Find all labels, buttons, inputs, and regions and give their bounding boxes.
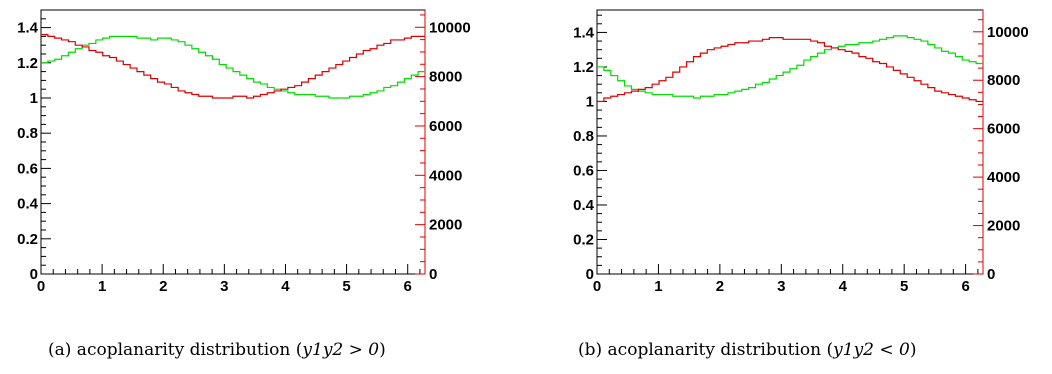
x-tick-label: 0 <box>593 278 601 295</box>
y-right-tick-label: 10000 <box>429 19 471 36</box>
panel-a: 0 1 2 3 4 5 600.20.40.60.811.21.40200040006000… <box>17 9 471 295</box>
series-green-histogram <box>597 35 983 99</box>
caption-a-prefix: (a) acoplanarity distribution ( <box>48 340 303 360</box>
caption-a-math: y1y2 > 0 <box>302 340 380 360</box>
x-tick-label: 5 <box>342 278 350 295</box>
y-left-tick-label: 1.4 <box>17 20 39 37</box>
y-left-tick-label: 0 <box>30 266 38 283</box>
y-left-tick-label: 0.4 <box>17 196 39 213</box>
x-tick-label: 2 <box>716 278 724 295</box>
plot-frame <box>596 9 984 275</box>
plot-frame <box>40 9 426 275</box>
y-left-tick-label: 0.8 <box>17 125 38 142</box>
caption-b: (b) acoplanarity distribution (y1y2 < 0) <box>578 340 917 360</box>
y-left-tick-label: 0.8 <box>573 128 594 145</box>
y-left-tick-label: 0.6 <box>17 160 38 177</box>
caption-b-prefix: (b) acoplanarity distribution ( <box>578 340 834 360</box>
y-left-tick-label: 0.2 <box>17 231 38 248</box>
y-right-tick-label: 4000 <box>987 169 1020 186</box>
y-right-tick-label: 10000 <box>987 24 1029 41</box>
y-right-tick-label: 6000 <box>987 121 1020 138</box>
x-tick-label: 1 <box>98 278 106 295</box>
y-left-tick-label: 1.2 <box>17 55 38 72</box>
y-right-tick-label: 0 <box>429 266 437 283</box>
y-right-tick-label: 0 <box>987 266 995 283</box>
x-tick-label: 6 <box>961 278 969 295</box>
x-tick-label: 4 <box>839 278 848 295</box>
y-left-tick-label: 0.2 <box>573 231 594 248</box>
y-left-tick-label: 1.2 <box>573 59 594 76</box>
series-red-histogram <box>597 37 983 103</box>
y-right-tick-label: 4000 <box>429 167 462 184</box>
y-left-tick-label: 0 <box>586 266 594 283</box>
y-right-tick-label: 6000 <box>429 118 462 135</box>
y-left-tick-label: 1 <box>586 93 594 110</box>
y-right-tick-label: 2000 <box>987 218 1020 235</box>
y-left-tick-label: 0.6 <box>573 162 594 179</box>
x-tick-label: 6 <box>404 278 412 295</box>
x-tick-label: 1 <box>654 278 662 295</box>
y-left-tick-label: 1 <box>30 90 38 107</box>
y-left-tick-label: 0.4 <box>573 197 595 214</box>
x-tick-label: 5 <box>900 278 908 295</box>
x-tick-label: 3 <box>777 278 785 295</box>
y-right-tick-label: 2000 <box>429 217 462 234</box>
y-right-tick-label: 8000 <box>987 72 1020 89</box>
caption-b-suffix: ) <box>909 340 917 360</box>
y-right-tick-label: 8000 <box>429 69 462 86</box>
caption-b-math: y1y2 < 0 <box>833 340 910 360</box>
x-tick-label: 0 <box>37 278 45 295</box>
caption-a: (a) acoplanarity distribution (y1y2 > 0) <box>48 340 386 360</box>
series-red-histogram <box>41 34 425 99</box>
panel-b: 0 1 2 3 4 5 6 0 0.2 0.4 0.6 0.8 1 1.2 1.4 0 2000 4000 6000… <box>573 9 1029 295</box>
y-left-tick-label: 1.4 <box>573 24 595 41</box>
caption-a-suffix: ) <box>379 340 386 360</box>
x-tick-label: 2 <box>159 278 167 295</box>
x-tick-label: 3 <box>220 278 228 295</box>
x-tick-label: 4 <box>281 278 290 295</box>
figure-canvas: 0 1 2 3 4 5 600.20.40.60.811.21.40200040006000… <box>17 9 1029 295</box>
series-green-histogram <box>41 35 425 99</box>
